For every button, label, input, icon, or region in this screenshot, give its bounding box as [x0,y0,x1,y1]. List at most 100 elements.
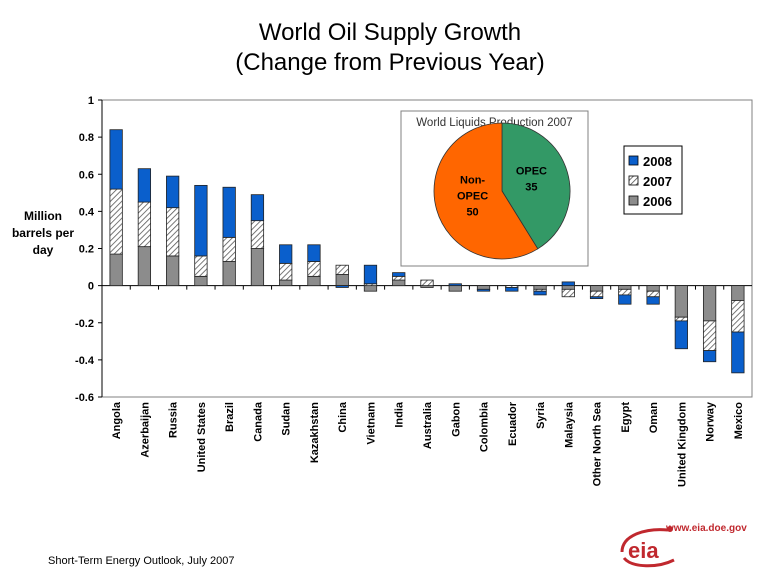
bar-2007 [561,288,575,298]
x-tick-label: Angola [111,401,123,439]
bar-2006 [618,285,632,290]
bar-2007 [279,262,293,281]
x-tick-label: Colombia [479,401,491,452]
bar-2008 [335,285,349,288]
bar-2006 [702,285,717,322]
bar-2008 [307,244,321,262]
bar-2007 [166,207,180,257]
legend-label: 2006 [643,194,672,209]
y-tick-label: -0.6 [75,392,94,404]
bar-2007 [137,201,152,248]
eia-logo-icon: eia [620,526,675,568]
bar-2006 [533,285,547,290]
x-tick-label: Ecuador [507,401,519,446]
chart-title-line2: (Change from Previous Year) [235,49,545,76]
bar-2006 [166,255,180,287]
x-tick-label: Brazil [224,402,236,432]
bar-2006 [137,246,152,287]
bar-2008 [166,175,180,209]
bar-2008 [392,272,406,277]
y-tick-label: 0.2 [79,244,94,256]
bar-2008 [363,264,378,285]
x-tick-label: United States [196,402,208,472]
bar-2008 [618,294,632,305]
bar-2008 [731,331,745,374]
x-tick-label: United Kingdom [676,402,688,487]
bar-2008 [533,290,547,296]
logo-text: eia [628,538,659,563]
x-tick-label: Russia [168,401,180,438]
bar-2006 [589,285,604,292]
y-tick-label: -0.2 [75,318,94,330]
bar-2007 [307,261,321,277]
y-tick-label: 1 [88,95,94,107]
bar-2007 [702,320,717,351]
bar-2007 [731,300,745,333]
legend-label: 2007 [643,174,672,189]
bar-2008 [646,296,660,305]
source-note: Short-Term Energy Outlook, July 2007 [48,555,235,567]
bar-2006 [194,275,208,287]
legend-swatch-2007 [628,175,639,186]
pie-slice-non-opec [433,122,539,260]
x-tick-label: Gabon [450,402,462,437]
bar-2007 [674,316,688,322]
bar-2007 [420,279,434,287]
y-tick-label: 0.6 [79,169,94,181]
x-tick-label: Vietnam [365,402,377,445]
bar-2006 [250,248,265,287]
y-tick-label: -0.4 [75,355,95,367]
bar-2006 [448,285,462,292]
bar-2006 [363,285,378,292]
x-tick-label: Azerbaijan [139,402,151,458]
bar-2006 [731,285,745,301]
bar-2007 [250,220,265,249]
bar-2008 [222,186,236,238]
chart-title-line1: World Oil Supply Growth [258,19,522,46]
bar-2008 [561,281,575,287]
bar-2006 [222,261,236,287]
bar-2008 [702,350,717,363]
x-tick-label: Oman [648,402,660,433]
bar-2007 [618,288,632,296]
pie-label: Non- [460,174,485,186]
bar-2007 [222,236,236,262]
pie-label: 50 [466,206,478,218]
y-axis-label: Million barrels per day [11,209,75,257]
bar-2008 [589,296,604,300]
legend-swatch-2006 [628,195,639,206]
bar-2008 [674,320,688,350]
bar-2008 [109,129,123,190]
x-tick-label: Norway [705,401,717,442]
x-tick-label: Mexico [733,402,745,440]
pie-label: OPEC [516,166,547,178]
x-tick-label: India [394,401,406,428]
bar-2006 [476,285,491,290]
bar-2008 [448,283,462,287]
x-tick-label: Syria [535,401,547,429]
y-tick-label: 0.4 [79,206,95,218]
logo-url[interactable]: www.eia.doe.gov [666,523,747,534]
bar-2006 [646,285,660,292]
bar-2006 [279,279,293,287]
bar-2007 [392,275,406,281]
bar-2006 [109,253,123,287]
bar-2006 [307,275,321,287]
x-tick-label: Egypt [620,402,632,433]
bar-2006 [561,285,575,290]
bar-2006 [335,274,349,287]
x-tick-label: Sudan [281,402,293,436]
pie-label: OPEC [457,190,488,202]
bar-2007 [109,188,123,255]
legend-swatch-2008 [628,155,639,166]
x-tick-label: Kazakhstan [309,402,321,463]
bar-2008 [194,184,208,257]
legend-label: 2008 [643,154,672,169]
bar-2008 [250,194,265,222]
bar-2006 [674,285,688,318]
x-tick-label: China [337,401,349,432]
bar-2007 [335,264,349,275]
pie-slice-opec [501,122,571,250]
inset-title: World Liquids Production 2007 [416,117,572,129]
